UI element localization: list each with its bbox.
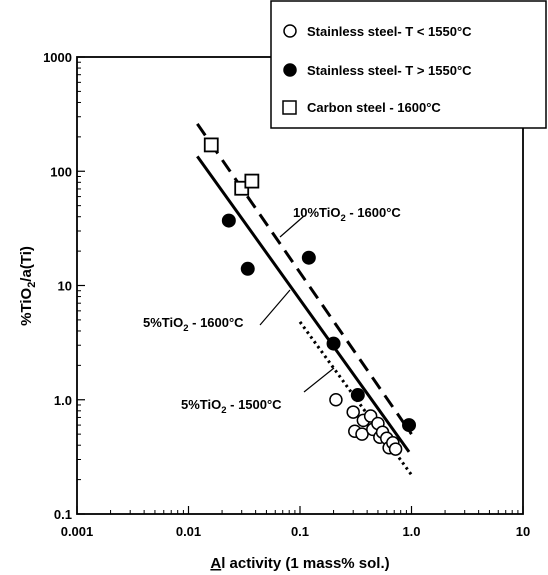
data-point-filled-circle: [350, 388, 365, 403]
y-tick-label: 1.0: [54, 393, 72, 408]
legend-label-carbon: Carbon steel - 1600°C: [307, 100, 441, 115]
y-tick-label: 10: [58, 279, 72, 294]
x-tick-label: 0.001: [61, 524, 94, 539]
leader-lines: [259, 215, 335, 393]
data-point-open-circle: [346, 405, 360, 419]
x-tick-labels: 0.001 0.01 0.1 1.0 10: [61, 524, 531, 539]
y-axis-label: %TiO2/a(Ti): [18, 246, 38, 326]
x-tick-label: 10: [516, 524, 530, 539]
data-point-filled-circle: [402, 418, 417, 433]
line-label-5pct-1500: 5%TiO2 - 1500°C: [181, 397, 282, 416]
x-tick-label: 1.0: [402, 524, 420, 539]
data-point-open-circle: [329, 393, 343, 407]
leader-line-5pct-1500: [303, 367, 335, 393]
legend-box: [270, 0, 547, 129]
data-markers: [203, 137, 417, 456]
y-tick-label: 100: [50, 164, 72, 179]
data-point-filled-circle: [301, 250, 316, 265]
leader-line-5pct-1600: [259, 289, 291, 326]
y-tick-label: 1000: [43, 50, 72, 65]
data-point-filled-circle: [326, 336, 341, 351]
line-label-10pct-1600: 10%TiO2 - 1600°C: [293, 205, 401, 224]
plot-area: [76, 56, 524, 515]
legend-open-circle-icon: [283, 24, 297, 38]
x-axis-label: Al activity (1 mass% sol.): [210, 555, 389, 572]
y-tick-label: 0.1: [54, 507, 72, 522]
line-label-5pct-1600: 5%TiO2 - 1600°C: [143, 315, 244, 334]
x-tick-label: 0.1: [291, 524, 309, 539]
y-tick-labels: 0.1 1.0 10 100 1000: [43, 50, 72, 522]
data-point-filled-circle: [221, 213, 236, 228]
fit-line-solid: [196, 155, 411, 453]
legend-label-stainless-high: Stainless steel- T > 1550°C: [307, 63, 472, 78]
data-point-filled-circle: [240, 261, 255, 276]
fit-line-dashed: [196, 122, 413, 435]
axis-ticks: [76, 56, 524, 515]
leader-line-10pct-1600: [279, 215, 305, 238]
legend-label-stainless-low: Stainless steel- T < 1550°C: [307, 24, 472, 39]
legend: Stainless steel- T < 1550°C Stainless st…: [270, 0, 547, 129]
data-point-open-square: [244, 173, 260, 189]
data-point-open-circle: [388, 442, 403, 456]
x-tick-label: 0.01: [176, 524, 201, 539]
legend-filled-circle-icon: [283, 63, 297, 77]
legend-open-square-icon: [282, 100, 297, 115]
data-point-open-square: [203, 137, 219, 153]
